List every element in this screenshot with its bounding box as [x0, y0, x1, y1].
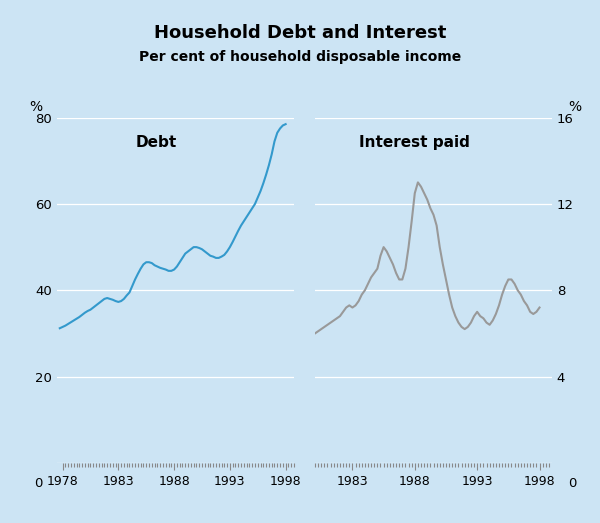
Text: 0: 0 [34, 476, 43, 490]
Text: Interest paid: Interest paid [359, 135, 470, 150]
Text: Household Debt and Interest: Household Debt and Interest [154, 24, 446, 41]
Text: Per cent of household disposable income: Per cent of household disposable income [139, 50, 461, 64]
Text: %: % [569, 100, 582, 114]
Text: %: % [29, 100, 43, 114]
Text: 0: 0 [569, 476, 577, 490]
Text: Debt: Debt [136, 135, 177, 150]
